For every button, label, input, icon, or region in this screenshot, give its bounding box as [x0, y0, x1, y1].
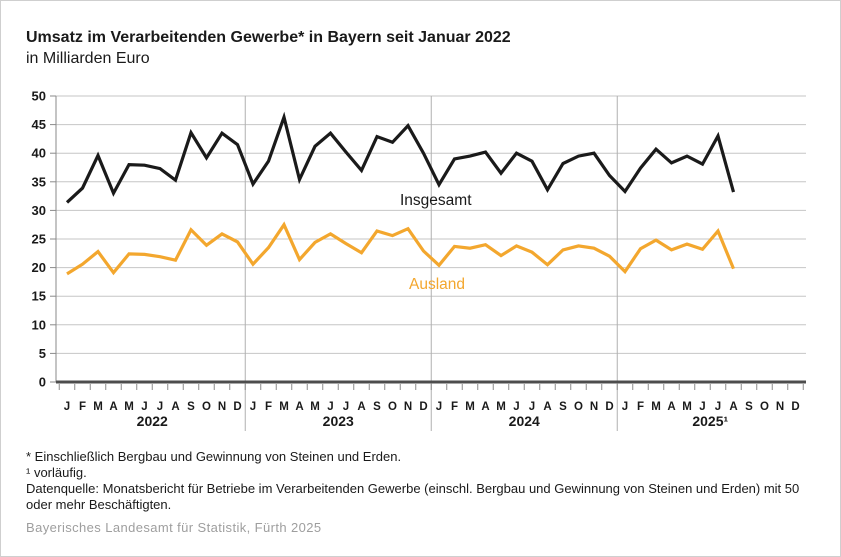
year-label: 2024	[509, 413, 540, 429]
year-label: 2025¹	[692, 413, 728, 429]
credit-line: Bayerisches Landesamt für Statistik, Für…	[26, 520, 322, 535]
svg-text:A: A	[543, 401, 551, 413]
svg-text:50: 50	[32, 89, 46, 104]
svg-text:N: N	[776, 401, 784, 413]
svg-text:M: M	[310, 401, 320, 413]
svg-text:M: M	[93, 401, 103, 413]
svg-text:S: S	[373, 401, 381, 413]
svg-text:O: O	[202, 401, 211, 413]
svg-text:F: F	[265, 401, 272, 413]
svg-text:J: J	[157, 401, 163, 413]
svg-text:D: D	[233, 401, 241, 413]
svg-text:S: S	[559, 401, 567, 413]
svg-text:A: A	[295, 401, 303, 413]
svg-text:J: J	[327, 401, 333, 413]
svg-text:45: 45	[32, 117, 46, 132]
svg-text:D: D	[791, 401, 799, 413]
svg-text:10: 10	[32, 317, 46, 332]
svg-text:M: M	[124, 401, 134, 413]
svg-text:J: J	[715, 401, 721, 413]
svg-text:M: M	[682, 401, 692, 413]
footnote-datasource: Datenquelle: Monatsbericht für Betriebe …	[26, 481, 800, 512]
svg-text:J: J	[513, 401, 519, 413]
svg-text:A: A	[171, 401, 179, 413]
svg-text:35: 35	[32, 174, 46, 189]
svg-text:J: J	[529, 401, 535, 413]
svg-text:30: 30	[32, 203, 46, 218]
svg-text:J: J	[64, 401, 70, 413]
footnote-preliminary: ¹ vorläufig.	[26, 465, 87, 480]
svg-text:D: D	[419, 401, 427, 413]
series-line-insgesamt	[65, 111, 736, 204]
svg-text:A: A	[481, 401, 489, 413]
svg-text:F: F	[637, 401, 644, 413]
svg-text:A: A	[729, 401, 737, 413]
chart-subtitle: in Milliarden Euro	[26, 50, 150, 67]
svg-text:N: N	[590, 401, 598, 413]
year-label: 2023	[323, 413, 354, 429]
footnotes: * Einschließlich Bergbau und Gewinnung v…	[26, 449, 826, 513]
svg-text:S: S	[187, 401, 195, 413]
series-line-ausland	[66, 221, 735, 276]
svg-text:A: A	[667, 401, 675, 413]
svg-text:J: J	[699, 401, 705, 413]
svg-text:J: J	[250, 401, 256, 413]
year-label: 2022	[137, 413, 168, 429]
svg-text:M: M	[465, 401, 475, 413]
svg-text:M: M	[496, 401, 506, 413]
svg-text:N: N	[404, 401, 412, 413]
svg-text:F: F	[79, 401, 86, 413]
svg-text:A: A	[357, 401, 365, 413]
svg-text:J: J	[436, 401, 442, 413]
svg-text:20: 20	[32, 260, 46, 275]
series-label-ausland: Ausland	[409, 276, 465, 293]
svg-text:M: M	[279, 401, 289, 413]
svg-text:F: F	[451, 401, 458, 413]
svg-text:40: 40	[32, 146, 46, 161]
svg-text:M: M	[651, 401, 661, 413]
svg-text:J: J	[622, 401, 628, 413]
series-label-insgesamt: Insgesamt	[400, 192, 472, 209]
svg-text:N: N	[218, 401, 226, 413]
svg-text:S: S	[745, 401, 753, 413]
footnote-asterisk: * Einschließlich Bergbau und Gewinnung v…	[26, 449, 402, 464]
svg-text:0: 0	[39, 375, 46, 390]
svg-text:A: A	[109, 401, 117, 413]
svg-text:15: 15	[32, 289, 46, 304]
svg-text:J: J	[141, 401, 147, 413]
svg-text:O: O	[760, 401, 769, 413]
svg-text:O: O	[574, 401, 583, 413]
svg-text:D: D	[605, 401, 613, 413]
chart-title: Umsatz im Verarbeitenden Gewerbe* in Bay…	[26, 29, 511, 46]
svg-text:25: 25	[32, 232, 46, 247]
svg-text:J: J	[343, 401, 349, 413]
svg-text:5: 5	[39, 346, 46, 361]
svg-text:O: O	[388, 401, 397, 413]
